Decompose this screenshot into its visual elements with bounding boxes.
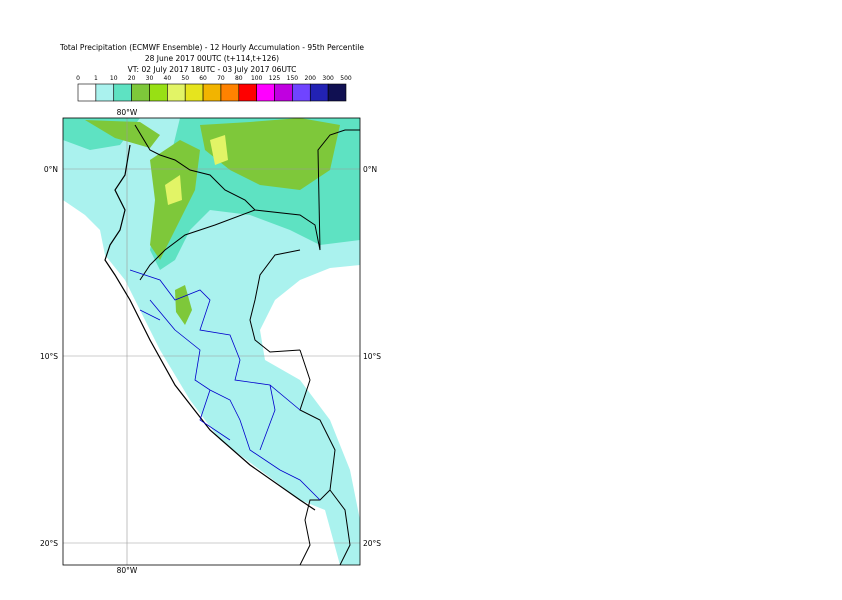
lat-label: 0°N <box>44 165 58 174</box>
legend-swatch <box>149 83 168 102</box>
legend-swatch <box>220 83 240 102</box>
border <box>134 124 360 251</box>
map <box>63 118 360 565</box>
legend-swatch <box>274 83 293 102</box>
legend-swatch <box>113 83 132 102</box>
legend-swatch <box>309 83 329 102</box>
legend-swatch <box>184 83 204 102</box>
lat-label: 0°N <box>363 165 377 174</box>
title: Total Precipitation (ECMWF Ensemble) - 1… <box>59 43 364 52</box>
legend-label: 60 <box>199 75 207 82</box>
legend-swatch <box>256 83 275 102</box>
legend-label: 125 <box>269 75 281 82</box>
legend: 0 1 10 20 30 40 50 60 70 80 100 125 150 200 300 500 <box>76 75 352 102</box>
precip-area <box>63 118 360 565</box>
legend-label: 500 <box>340 75 352 82</box>
legend-label: 100 <box>251 75 263 82</box>
admin-border <box>129 269 321 501</box>
legend-label: 20 <box>128 75 136 82</box>
border <box>139 209 351 565</box>
legend-label: 70 <box>217 75 225 82</box>
map-frame <box>62 117 361 566</box>
legend-label: 1 <box>94 75 98 82</box>
lon-label: 80°W <box>117 108 138 117</box>
legend-label: 300 <box>322 75 334 82</box>
lat-label: 10°S <box>363 352 381 361</box>
legend-label: 150 <box>287 75 299 82</box>
lat-label: 10°S <box>40 352 58 361</box>
legend-label: 200 <box>305 75 317 82</box>
legend-swatch <box>202 83 222 102</box>
legend-label: 80 <box>235 75 243 82</box>
subtitle: VT: 02 July 2017 18UTC - 03 July 2017 06… <box>128 65 297 74</box>
legend-label: 10 <box>110 75 118 82</box>
subtitle: 28 June 2017 00UTC (t+114,t+126) <box>145 54 279 63</box>
legend-swatch <box>95 83 115 102</box>
lat-label: 20°S <box>363 539 381 548</box>
legend-swatch <box>238 83 257 102</box>
legend-swatch <box>327 83 347 102</box>
lon-label: 80°W <box>117 566 138 575</box>
legend-label: 40 <box>164 75 172 82</box>
coastline <box>104 144 316 511</box>
legend-swatch <box>77 83 97 102</box>
legend-label: 0 <box>76 75 80 82</box>
precip-area <box>85 120 160 148</box>
legend-swatch <box>131 83 150 102</box>
precip-area <box>200 118 340 190</box>
legend-swatch <box>292 83 311 102</box>
legend-label: 30 <box>146 75 154 82</box>
lat-label: 20°S <box>40 539 58 548</box>
precip-area <box>165 135 228 205</box>
legend-swatch <box>167 83 186 102</box>
legend-label: 50 <box>181 75 189 82</box>
